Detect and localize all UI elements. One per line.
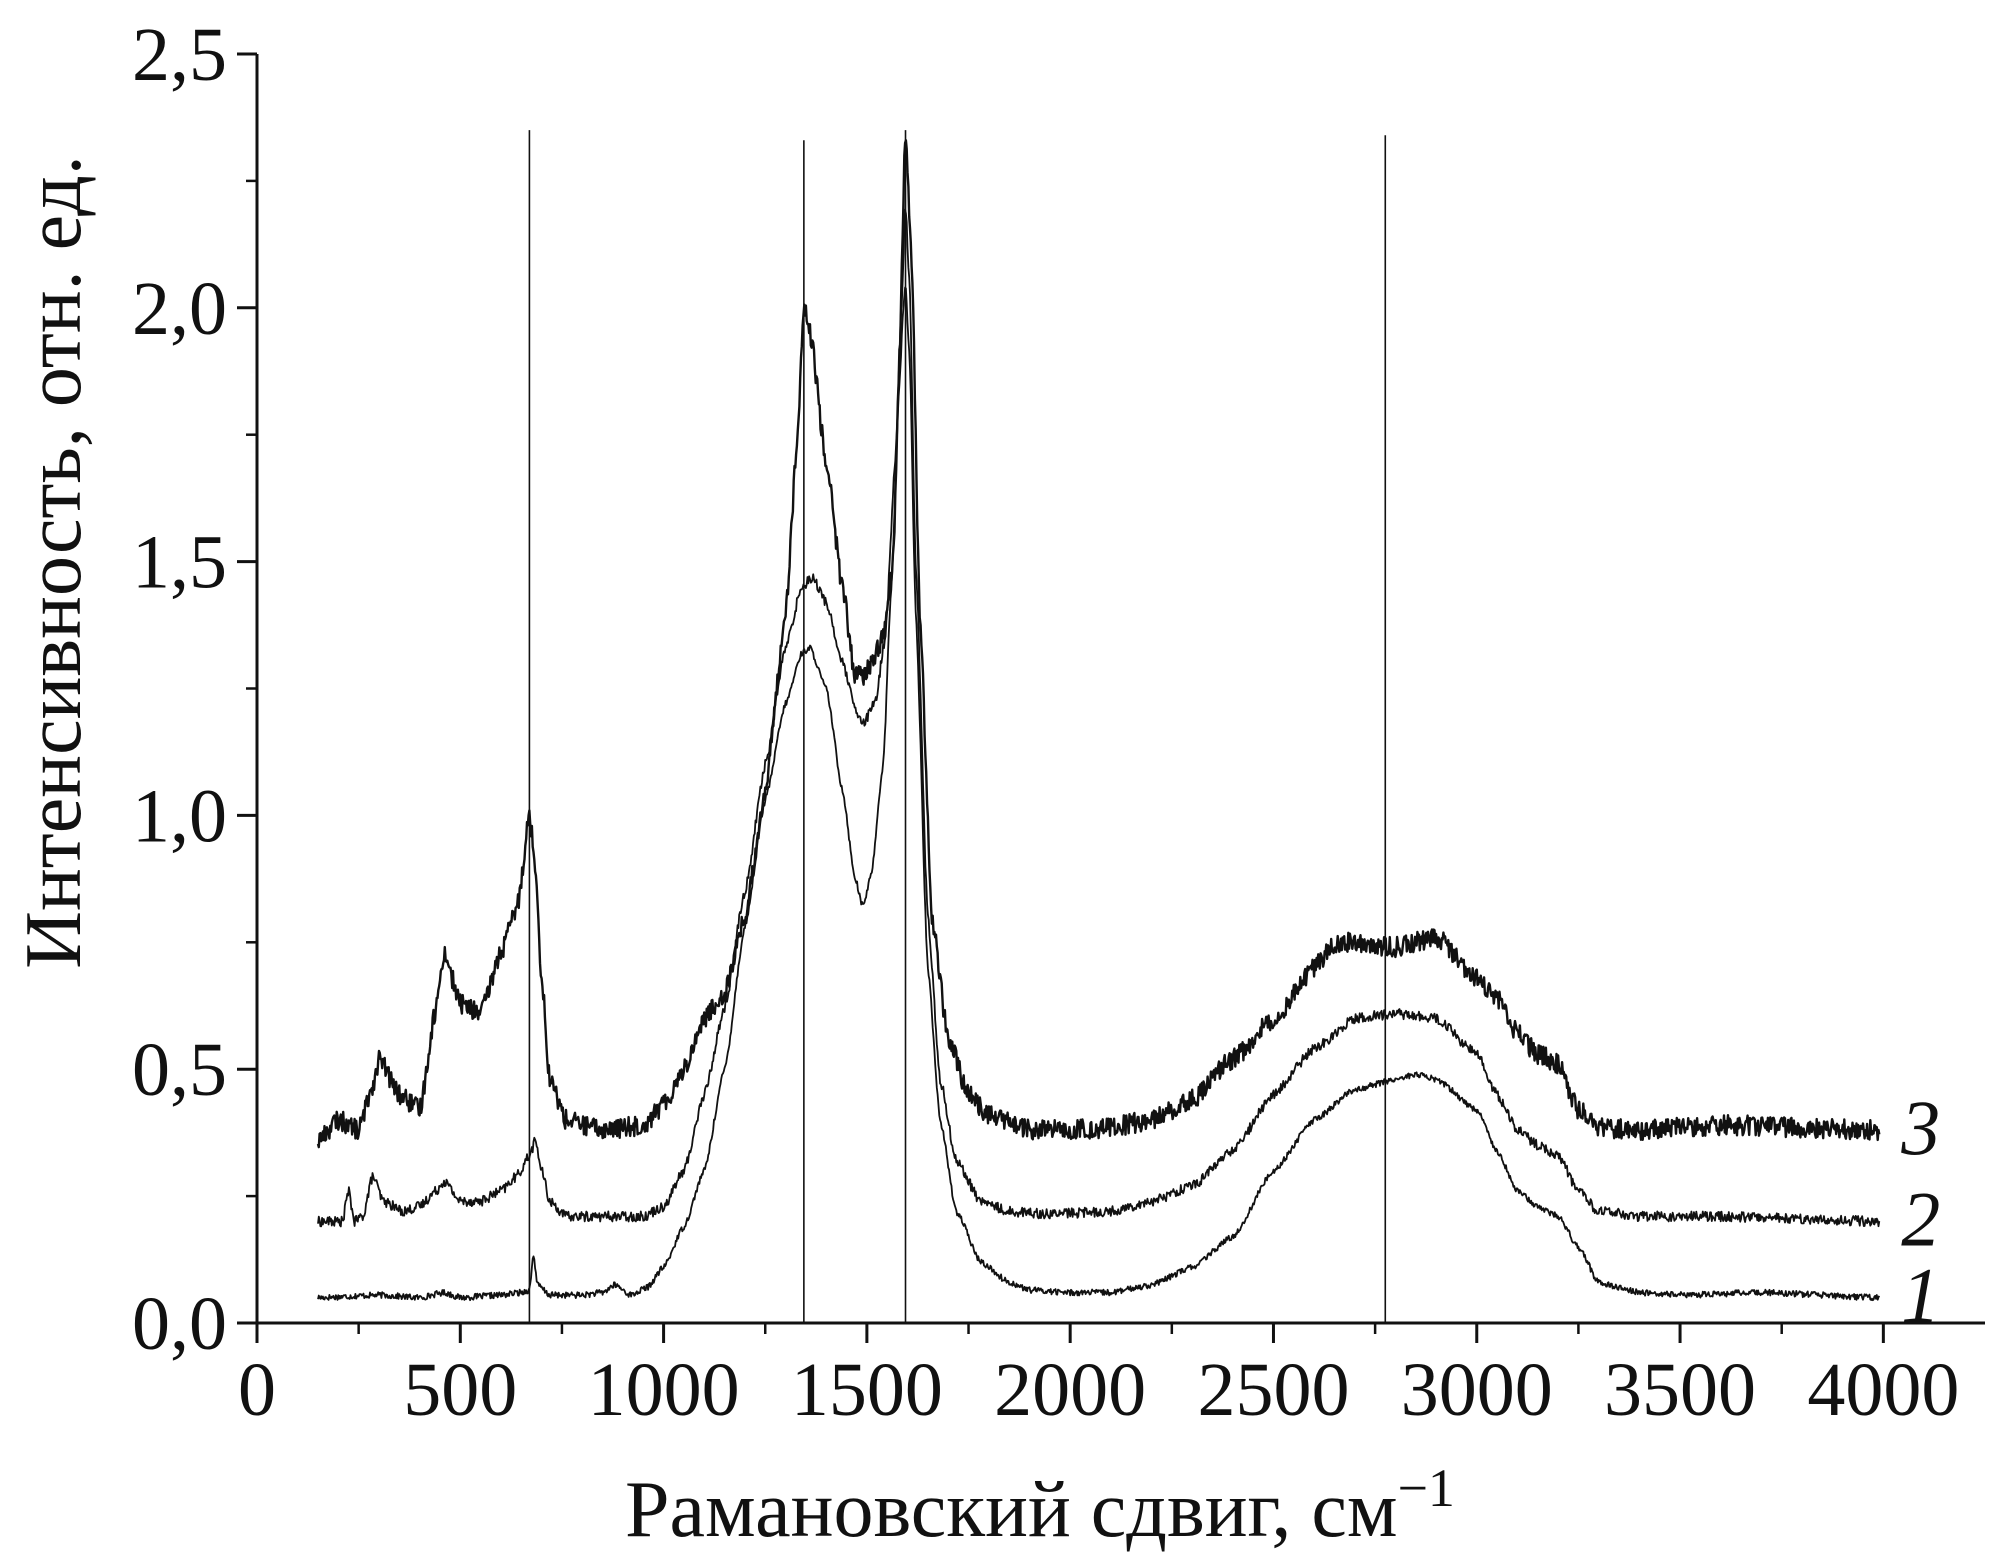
series-1-line: [317, 286, 1881, 1302]
y-tick-label: 2,5: [132, 13, 227, 97]
y-tick-label: 1,5: [132, 521, 227, 605]
y-tick-label: 2,0: [132, 267, 227, 351]
x-tick-label: 1500: [791, 1348, 943, 1432]
reference-lines: [528, 130, 1387, 1323]
series-2-label: 2: [1901, 1175, 1940, 1262]
x-axis-title-superscript: −1: [1397, 1458, 1454, 1518]
y-tick-label: 0,0: [132, 1282, 227, 1366]
series-2-line: [317, 208, 1881, 1228]
x-tick-label: 0: [238, 1348, 276, 1432]
x-tick-label: 3000: [1401, 1348, 1553, 1432]
x-tick-label: 500: [403, 1348, 517, 1432]
spectra-series: [316, 139, 1881, 1302]
series-3-line: [316, 139, 1881, 1149]
x-tick-label: 2000: [994, 1348, 1146, 1432]
y-tick-label: 1,0: [132, 774, 227, 858]
series-labels: 123: [1900, 1084, 1940, 1339]
series-3-label: 3: [1900, 1084, 1940, 1171]
x-axis-title: Рамановский сдвиг, см−1: [625, 1458, 1455, 1554]
ticks: [237, 52, 1885, 1343]
y-tick-label: 0,5: [132, 1028, 227, 1112]
x-tick-label: 3500: [1604, 1348, 1756, 1432]
y-axis-title: Интенсивность, отн. ед.: [10, 155, 98, 969]
x-tick-label: 2500: [1197, 1348, 1349, 1432]
x-tick-label: 4000: [1807, 1348, 1959, 1432]
tick-labels: 0 500 1000 1500 2000 2500 3000 3500 4000 0,0 0,5 1,…: [132, 13, 1959, 1432]
series-1-label: 1: [1901, 1252, 1940, 1339]
x-tick-label: 1000: [588, 1348, 740, 1432]
